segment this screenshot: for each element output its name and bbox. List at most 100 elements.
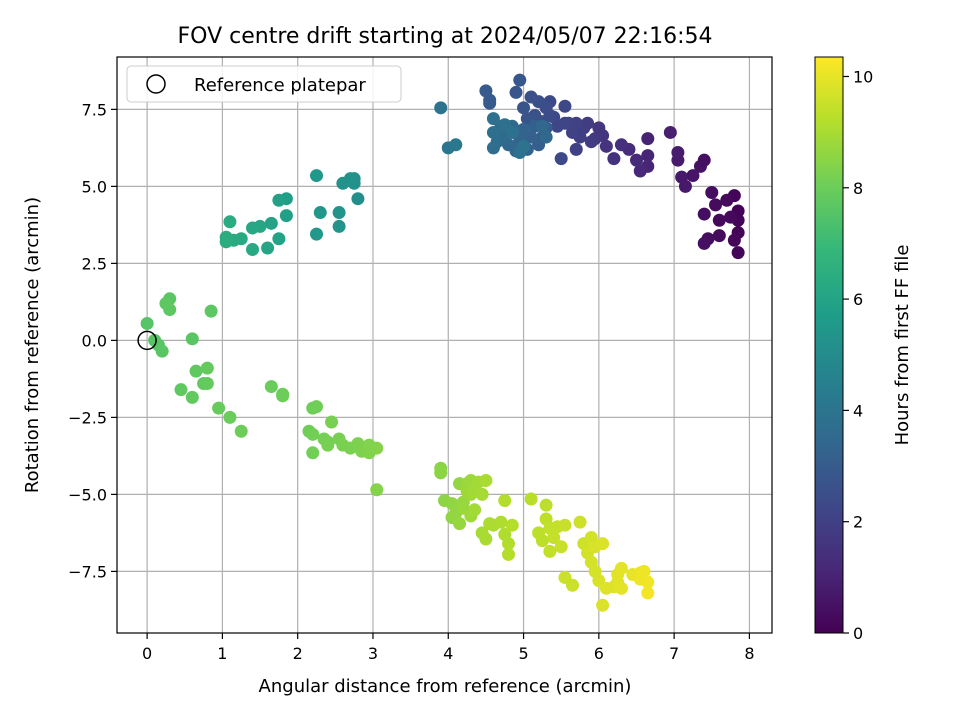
data-point	[189, 364, 203, 378]
data-point	[223, 410, 237, 424]
data-point	[614, 581, 628, 595]
data-point	[174, 383, 188, 397]
data-point	[712, 229, 726, 243]
colorbar-tick-label: 4	[853, 401, 863, 420]
data-point	[310, 227, 324, 241]
data-point	[332, 206, 346, 220]
data-point	[686, 169, 700, 183]
data-point	[155, 344, 169, 358]
data-point	[513, 73, 527, 87]
y-tick-label: 5.0	[82, 177, 107, 196]
data-point	[614, 138, 628, 152]
y-axis-ticks: −7.5 −5.0 −2.5 0.0 2.5 5.0 7.5	[68, 100, 117, 581]
reference-marker-group	[137, 330, 157, 351]
data-point	[641, 575, 655, 589]
colorbar	[814, 56, 844, 634]
data-point	[599, 139, 613, 153]
data-point	[246, 243, 260, 257]
data-point	[185, 332, 199, 346]
x-tick-label: 5	[518, 644, 528, 663]
data-point	[475, 487, 489, 501]
data-point	[584, 135, 598, 149]
legend: Reference platepar	[126, 65, 402, 103]
data-point	[219, 235, 233, 249]
data-point	[468, 503, 482, 517]
data-point	[517, 101, 531, 115]
data-point	[596, 537, 610, 551]
data-point	[709, 198, 723, 212]
data-point	[697, 207, 711, 221]
data-point	[306, 446, 320, 460]
data-point	[675, 170, 689, 184]
data-point	[663, 125, 677, 139]
data-point	[200, 361, 214, 375]
data-point	[539, 130, 553, 144]
data-point	[264, 216, 278, 230]
legend-marker-icon	[146, 74, 166, 94]
y-tick-label: 0.0	[82, 331, 107, 350]
data-point	[558, 99, 572, 113]
data-point	[592, 121, 606, 135]
data-point	[370, 441, 384, 455]
data-point	[494, 515, 508, 529]
data-point	[336, 176, 350, 190]
data-point	[140, 316, 154, 330]
x-tick-label: 7	[669, 644, 679, 663]
x-tick-label: 8	[744, 644, 754, 663]
data-point	[246, 221, 260, 235]
y-tick-label: −7.5	[68, 562, 107, 581]
y-tick-label: −5.0	[68, 485, 107, 504]
data-point	[332, 219, 346, 233]
data-point	[453, 517, 467, 531]
colorbar-tick-label: 2	[853, 513, 863, 532]
data-point	[697, 236, 711, 250]
plot-frame	[116, 56, 773, 634]
data-point	[565, 578, 579, 592]
data-point	[596, 598, 610, 612]
data-point	[547, 531, 561, 545]
data-point	[321, 438, 335, 452]
x-axis-ticks: 0 1 2 3 4 5 6 7 8	[142, 633, 755, 663]
y-tick-label: −2.5	[68, 408, 107, 427]
data-point	[486, 112, 500, 126]
colorbar-tick-label: 10	[853, 67, 873, 86]
legend-label: Reference platepar	[194, 75, 366, 96]
colorbar-tick-label: 0	[853, 624, 863, 643]
data-point	[185, 390, 199, 404]
y-tick-label: 2.5	[82, 254, 107, 273]
colorbar-ticks: 0 2 4 6 8 10	[843, 67, 873, 643]
data-point	[637, 564, 651, 578]
legend-box	[126, 65, 402, 103]
data-point	[159, 296, 173, 310]
data-point	[325, 415, 339, 429]
data-point	[535, 119, 549, 133]
x-tick-label: 4	[443, 644, 453, 663]
x-tick-label: 1	[217, 644, 227, 663]
data-point	[505, 518, 519, 532]
data-point	[434, 461, 448, 475]
data-point	[486, 141, 500, 155]
data-point	[641, 149, 655, 163]
data-point	[607, 152, 621, 166]
data-point	[614, 561, 628, 575]
data-point	[517, 122, 531, 136]
data-point	[200, 377, 214, 391]
colorbar-label: Hours from first FF file	[892, 245, 913, 446]
data-point	[505, 125, 519, 139]
data-point	[558, 518, 572, 532]
data-point	[306, 427, 320, 441]
x-tick-label: 0	[142, 644, 152, 663]
data-point	[524, 90, 538, 104]
data-point	[629, 153, 643, 167]
data-point	[501, 537, 515, 551]
data-point	[479, 474, 493, 488]
data-point	[697, 153, 711, 167]
data-point	[573, 515, 587, 529]
data-point	[731, 246, 745, 260]
data-point	[351, 192, 365, 206]
data-point	[310, 169, 324, 183]
data-point	[543, 544, 557, 558]
x-tick-label: 6	[594, 644, 604, 663]
